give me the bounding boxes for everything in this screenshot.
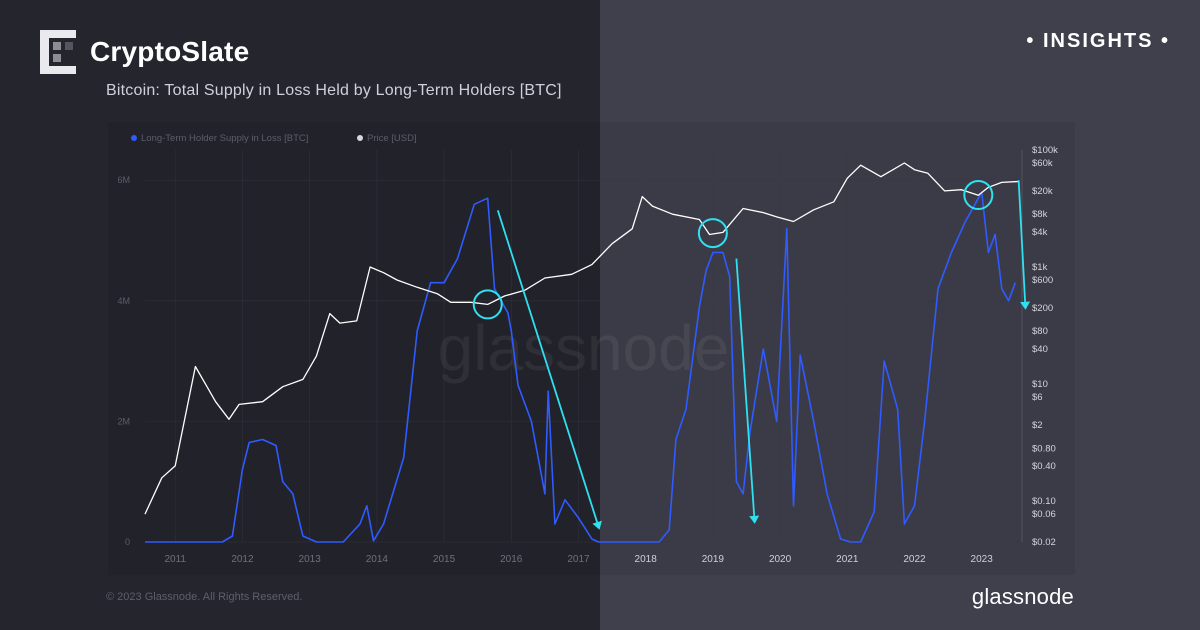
annotation-circle — [963, 180, 994, 211]
y-left-tick-label: 2M — [117, 416, 130, 426]
annotation-arrow — [496, 210, 602, 530]
annotation-circle — [472, 289, 503, 320]
y-right-tick-label: $4k — [1032, 227, 1048, 238]
x-tick-label: 2023 — [971, 554, 994, 565]
legend-label-price: Price [USD] — [367, 133, 417, 144]
x-tick-label: 2020 — [769, 554, 792, 565]
y-right-tick-label: $40 — [1032, 344, 1048, 355]
chart-title: Bitcoin: Total Supply in Loss Held by Lo… — [106, 82, 562, 99]
x-tick-label: 2013 — [299, 554, 322, 565]
x-tick-label: 2012 — [231, 554, 254, 565]
y-right-tick-label: $60k — [1032, 158, 1053, 169]
cryptoslate-logo-icon — [40, 30, 76, 74]
y-right-tick-label: $600 — [1032, 275, 1053, 286]
y-right-tick-label: $0.06 — [1032, 509, 1056, 520]
y-right-tick-label: $2 — [1032, 420, 1043, 431]
y-right-tick-label: $8k — [1032, 209, 1048, 220]
y-right-tick-label: $1k — [1032, 262, 1048, 273]
x-tick-label: 2021 — [836, 554, 859, 565]
y-right-tick-label: $20k — [1032, 186, 1053, 197]
legend-marker-price — [357, 135, 363, 141]
insights-label: INSIGHTS — [1042, 30, 1154, 52]
x-tick-label: 2019 — [702, 554, 725, 565]
y-right-tick-label: $80 — [1032, 326, 1048, 337]
x-tick-label: 2015 — [433, 554, 456, 565]
y-left-tick-label: 4M — [117, 296, 130, 306]
series-line-supply-in-loss — [145, 191, 1017, 543]
x-tick-label: 2014 — [366, 554, 389, 565]
x-tick-label: 2017 — [567, 554, 590, 565]
brand-name: CryptoSlate — [90, 36, 250, 67]
y-right-tick-label: $0.02 — [1032, 537, 1056, 548]
series-line-price — [144, 162, 1019, 515]
glassnode-watermark: glassnode — [438, 312, 730, 384]
x-tick-label: 2011 — [164, 554, 186, 565]
insights-badge: • INSIGHTS • — [1026, 30, 1170, 52]
x-tick-label: 2018 — [635, 554, 658, 565]
brand: CryptoSlate — [40, 30, 249, 74]
y-right-tick-label: $6 — [1032, 392, 1043, 403]
y-right-tick-label: $10 — [1032, 379, 1048, 390]
annotation-arrow — [735, 258, 760, 524]
chart-frame-right — [600, 122, 1075, 575]
y-right-tick-label: $0.40 — [1032, 461, 1056, 472]
y-left-tick-label: 0 — [125, 537, 130, 547]
y-right-tick-label: $0.80 — [1032, 443, 1056, 454]
glassnode-logo: glassnode — [971, 584, 1074, 609]
y-right-tick-label: $200 — [1032, 303, 1053, 314]
y-right-tick-label: $0.10 — [1032, 496, 1056, 507]
x-tick-label: 2022 — [903, 554, 926, 565]
legend-label-supply: Long-Term Holder Supply in Loss [BTC] — [141, 133, 308, 144]
legend-marker-supply — [131, 135, 137, 141]
y-right-tick-label: $100k — [1032, 145, 1058, 156]
x-tick-label: 2016 — [500, 554, 523, 565]
annotation-arrow — [1017, 180, 1031, 310]
y-left-tick-label: 6M — [117, 175, 130, 185]
chart-frame-left — [108, 122, 600, 575]
annotation-circle — [697, 218, 728, 249]
copyright-text: © 2023 Glassnode. All Rights Reserved. — [106, 591, 303, 603]
